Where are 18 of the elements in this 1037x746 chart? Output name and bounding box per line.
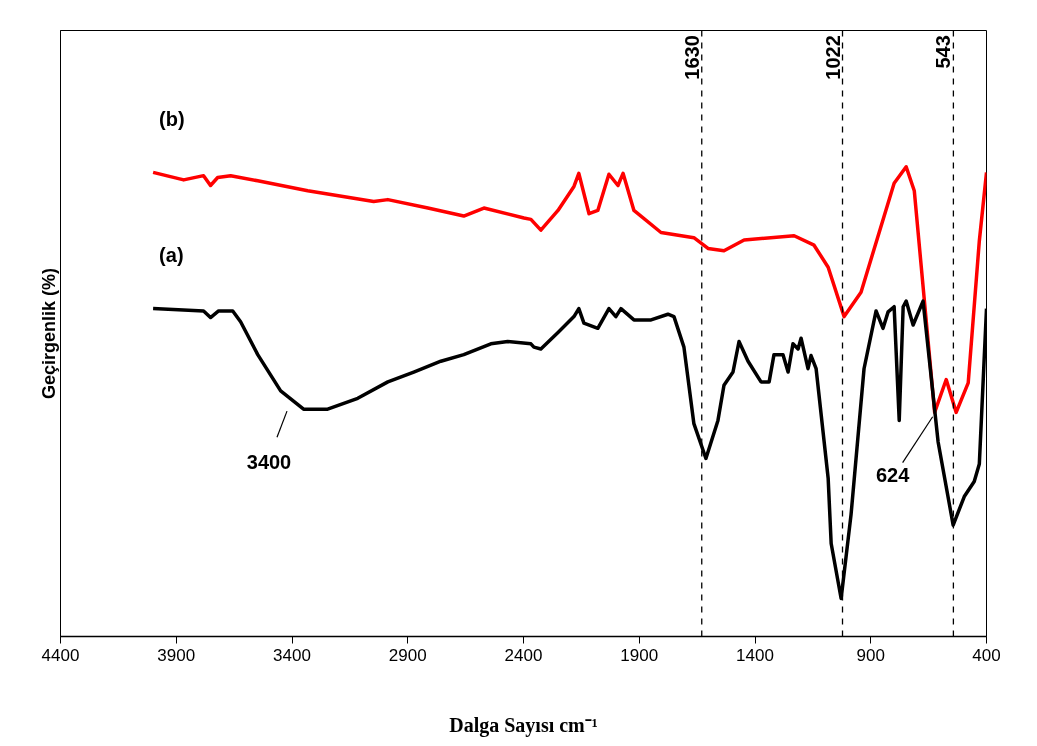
x-tick-label: 4400 (41, 645, 80, 665)
y-axis-title: Geçirgenlik (%) (38, 267, 59, 400)
x-tick-label: 3900 (157, 645, 196, 665)
annotation: 3400 (246, 451, 292, 474)
x-tick-label: 400 (972, 645, 1001, 665)
ref-line-label: 543 (932, 35, 955, 69)
text: (a) (159, 244, 184, 267)
annotation: 624 (875, 464, 911, 487)
x-tick-label: 1400 (736, 645, 774, 665)
ref-line-label: 1022 (821, 35, 844, 80)
x-tick-label: 3400 (273, 645, 311, 665)
x-tick-label: 1900 (620, 645, 659, 665)
text: (b) (159, 108, 185, 131)
x-tick-label: 2400 (504, 645, 543, 665)
x-axis-title: Dalga Sayısı cm⁻¹ (449, 713, 598, 737)
x-tick-label: 2900 (388, 645, 427, 665)
ref-line-label: 1630 (680, 35, 703, 80)
x-tick-label: 900 (856, 645, 885, 665)
